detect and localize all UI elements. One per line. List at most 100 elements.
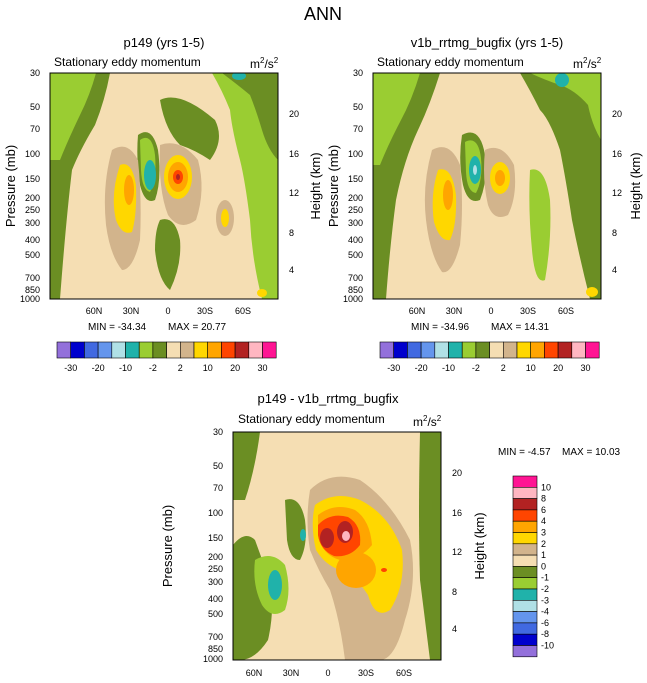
latitude-tick: 60S: [558, 306, 574, 316]
height-tick: 16: [452, 508, 462, 518]
panel-model: p149 (yrs 1-5) Stationary eddy momentum …: [3, 35, 323, 373]
latitude-tick: 30N: [446, 306, 463, 316]
pressure-tick: 1000: [203, 654, 223, 664]
colorbar-swatch: [180, 341, 195, 359]
colorbar-swatches: [379, 341, 600, 359]
latitude-tick: 30N: [123, 306, 140, 316]
pressure-tick: 70: [30, 124, 40, 134]
colorbar-label: 8: [541, 494, 546, 504]
colorbar-swatch: [407, 341, 422, 359]
colorbar-label: 10: [526, 363, 536, 373]
colorbar-label: 3: [541, 528, 546, 538]
min-label: MIN = -34.34: [88, 322, 147, 333]
pressure-tick: 150: [25, 174, 40, 184]
latitude-tick: 30N: [283, 668, 300, 678]
height-tick: 12: [289, 188, 299, 198]
colorbar-label: 6: [541, 505, 546, 515]
pressure-tick: 200: [208, 552, 223, 562]
panel-difference: p149 - v1b_rrtmg_bugfix Stationary eddy …: [160, 391, 621, 678]
height-tick-labels: 20 16 12 8 4: [452, 468, 462, 634]
contour-pos-core: [320, 528, 334, 548]
colorbar-swatch: [512, 588, 538, 601]
height-tick: 12: [452, 547, 462, 557]
colorbar-label: -6: [541, 618, 549, 628]
units-label: m2/s2: [573, 56, 602, 71]
colorbar-label: 4: [541, 516, 546, 526]
contour-neg-core: [268, 570, 282, 600]
contour-pos-core: [586, 287, 598, 297]
contour-pos-core: [495, 170, 505, 186]
colorbar-label: 10: [541, 482, 551, 492]
pressure-tick: 100: [25, 149, 40, 159]
colorbar: -30 -20 -10 -2 2 10 20 30: [379, 341, 600, 373]
colorbar-label: 2: [541, 539, 546, 549]
colorbar-labels: -30 -20 -10 -2 2 10 20 30: [387, 363, 590, 373]
y-axis-label-right: Height (km): [472, 512, 487, 579]
colorbar-label: -10: [541, 641, 554, 651]
panel-subtitle: Stationary eddy momentum: [54, 55, 201, 69]
colorbar-swatch: [379, 341, 394, 359]
pressure-tick: 30: [30, 68, 40, 78]
pressure-tick: 500: [25, 250, 40, 260]
latitude-tick: 0: [325, 668, 330, 678]
contour-field: [373, 73, 601, 299]
height-tick: 16: [612, 149, 622, 159]
colorbar-swatch: [585, 341, 600, 359]
contour-neg-core: [555, 73, 569, 87]
colorbar-swatch: [70, 341, 85, 359]
pressure-tick: 300: [25, 218, 40, 228]
colorbar-swatch: [262, 341, 277, 359]
pressure-tick-labels: 30 50 70 100 150 200 250 300 400 500 700…: [343, 68, 363, 304]
colorbar-label: -2: [149, 363, 157, 373]
y-axis-label: Pressure (mb): [3, 145, 18, 227]
colorbar-swatch: [544, 341, 559, 359]
colorbar-swatch: [512, 498, 538, 511]
colorbar-label: 10: [203, 363, 213, 373]
pressure-tick: 250: [208, 564, 223, 574]
colorbar-swatch: [516, 341, 531, 359]
pressure-tick: 400: [208, 594, 223, 604]
pressure-tick: 30: [353, 68, 363, 78]
contour-neg-band: [160, 97, 219, 160]
pressure-tick: 250: [348, 205, 363, 215]
latitude-tick: 60N: [246, 668, 263, 678]
colorbar-label: 0: [541, 561, 546, 571]
colorbar-label: -10: [442, 363, 455, 373]
pressure-tick: 850: [348, 285, 363, 295]
figure-title: ANN: [304, 4, 342, 24]
y-axis-label-right: Height (km): [308, 152, 323, 219]
colorbar-swatch: [512, 543, 538, 556]
latitude-tick: 60N: [409, 306, 426, 316]
pressure-tick: 50: [213, 461, 223, 471]
colorbar-label: 1: [541, 550, 546, 560]
colorbar-swatch: [434, 341, 449, 359]
pressure-tick: 30: [213, 427, 223, 437]
contour-neg-band: [50, 73, 96, 160]
contour-field: [50, 73, 278, 299]
contour-neg-band: [222, 73, 278, 160]
colorbar-swatch: [512, 554, 538, 567]
latitude-tick: 0: [488, 306, 493, 316]
panel-subtitle: Stationary eddy momentum: [238, 412, 385, 426]
colorbar-swatch: [512, 566, 538, 579]
colorbar-label: -4: [541, 607, 549, 617]
colorbar-swatch: [512, 611, 538, 624]
units-label: m2/s2: [413, 414, 442, 429]
height-tick: 20: [289, 109, 299, 119]
colorbar-label: -2: [541, 584, 549, 594]
colorbar-label: -2: [472, 363, 480, 373]
colorbar-label: -30: [387, 363, 400, 373]
pressure-tick: 150: [348, 174, 363, 184]
pressure-tick: 70: [213, 483, 223, 493]
colorbar-swatch: [166, 341, 181, 359]
colorbar-label: -3: [541, 595, 549, 605]
colorbar-swatch: [84, 341, 99, 359]
latitude-tick-labels: 60N 30N 0 30S 60S: [246, 668, 412, 678]
contour-neg-band: [212, 73, 278, 299]
colorbar-swatch: [512, 520, 538, 533]
pressure-tick: 70: [353, 124, 363, 134]
pressure-tick: 150: [208, 533, 223, 543]
colorbar-swatch: [557, 341, 573, 359]
